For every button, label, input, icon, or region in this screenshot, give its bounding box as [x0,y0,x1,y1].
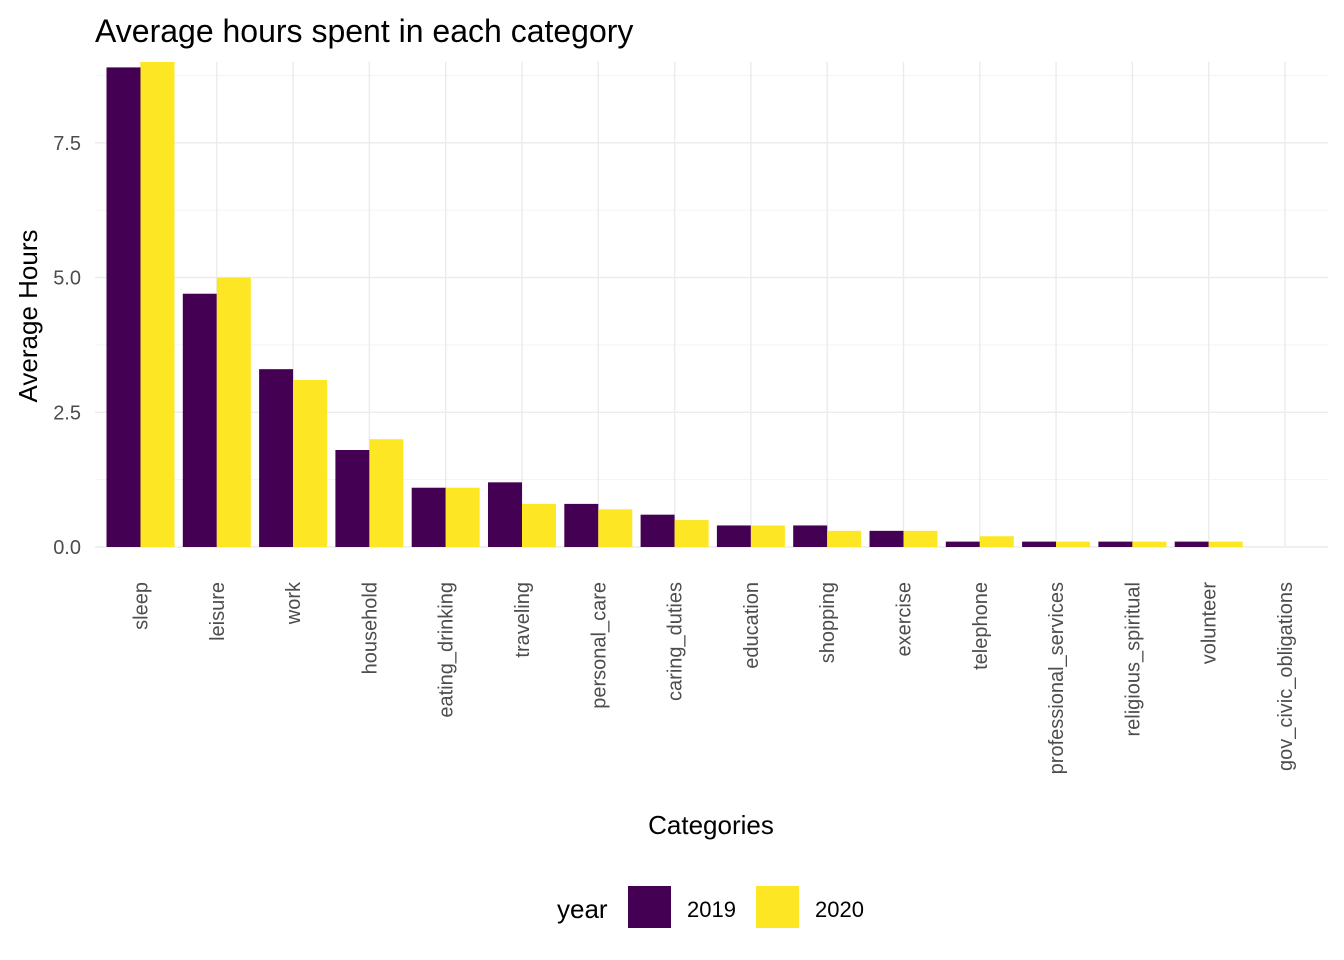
x-tick-label-shopping: shopping [817,582,839,663]
bar-2020-caring_duties [674,520,709,547]
bar-2020-exercise [903,530,938,547]
bar-2019-professional_services [1022,541,1057,547]
bar-2020-professional_services [1056,541,1091,547]
x-tick-label-education: education [741,582,763,669]
x-tick-label-personal_care: personal_care [588,582,610,709]
bar-2020-eating_drinking [445,487,480,547]
bar-2019-volunteer [1174,541,1209,547]
bar-2020-personal_care [598,509,633,547]
y-tick-label: 2.5 [53,402,81,424]
bar-2019-personal_care [564,503,599,547]
x-tick-label-gov_civic_obligations: gov_civic_obligations [1275,582,1297,771]
bar-2019-sleep [106,67,141,547]
x-tick-label-work: work [283,581,305,625]
x-tick-label-professional_services: professional_services [1046,582,1068,774]
bar-2020-religious_spiritual [1132,541,1167,547]
y-axis-title: Average Hours [13,230,43,403]
bar-2020-sleep [140,62,175,547]
legend: year 2019 2020 [557,886,864,928]
bar-2019-education [716,525,751,547]
bar-2019-exercise [869,530,904,547]
legend-swatch-2019 [628,886,671,928]
x-tick-label-telephone: telephone [970,582,992,670]
bar-2020-household [369,439,404,547]
y-tick-labels: 0.0 2.5 5.0 7.5 [53,133,81,559]
y-tick-label: 5.0 [53,268,81,290]
y-tick-label: 0.0 [53,537,81,559]
bar-2020-work [293,379,328,547]
bar-2019-caring_duties [640,514,675,547]
x-tick-label-exercise: exercise [894,582,916,656]
bar-2020-leisure [216,277,251,547]
bar-2020-traveling [522,503,556,547]
legend-label-2019: 2019 [687,897,736,922]
bar-2020-volunteer [1208,541,1243,547]
x-tick-label-eating_drinking: eating_drinking [436,582,458,718]
x-tick-labels: sleep leisure work household eating_drinking… [131,581,1298,774]
x-tick-label-household: household [359,582,381,674]
legend-title: year [557,894,608,924]
bar-2019-eating_drinking [411,487,446,547]
bar-2019-religious_spiritual [1098,541,1133,547]
legend-swatch-2020 [756,886,799,928]
bar-2019-work [259,369,294,547]
bar-2019-telephone [945,541,980,547]
bars-layer [106,62,1243,547]
legend-label-2020: 2020 [815,897,864,922]
y-tick-label: 7.5 [53,133,81,155]
bar-2019-shopping [793,525,828,547]
bar-2019-household [335,450,370,547]
x-axis-title: Categories [648,810,774,840]
bar-2019-leisure [182,293,217,547]
bar-2019-traveling [488,482,522,547]
legend-items: 2019 2020 [628,886,864,928]
bar-2020-telephone [979,536,1014,547]
x-tick-label-sleep: sleep [131,582,153,630]
x-tick-label-leisure: leisure [207,582,229,641]
bar-2020-education [750,525,785,547]
x-tick-label-caring_duties: caring_duties [665,582,687,701]
bar-2020-shopping [827,530,862,547]
x-tick-label-traveling: traveling [512,582,534,658]
x-tick-label-religious_spiritual: religious_spiritual [1122,582,1144,737]
x-tick-label-volunteer: volunteer [1199,582,1221,665]
chart-title: Average hours spent in each category [95,13,633,49]
